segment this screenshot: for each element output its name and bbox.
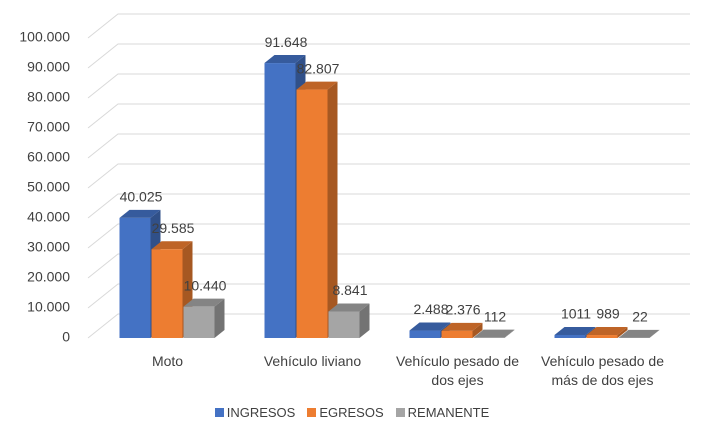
y-tick-label: 80.000 <box>27 89 70 105</box>
bar-top <box>473 329 515 338</box>
y-tick-label: 30.000 <box>27 239 70 255</box>
bar-side <box>472 322 483 338</box>
x-tick-label: Vehículo pesado de dos ejes <box>396 353 519 388</box>
legend-item: REMANENTE <box>395 405 490 420</box>
legend-swatch <box>214 408 224 417</box>
value-label: 112 <box>484 308 507 324</box>
bar-top <box>151 241 193 250</box>
value-label: 29.585 <box>152 220 195 236</box>
value-label: 91.648 <box>265 34 308 50</box>
bar <box>586 335 618 338</box>
x-tick-label: Vehículo liviano <box>263 353 362 369</box>
bar-top <box>328 303 370 312</box>
bar-side <box>649 329 660 338</box>
bar-side <box>359 303 370 338</box>
bar-side <box>327 81 338 338</box>
value-label: 22 <box>632 309 648 325</box>
bar-side <box>617 327 628 338</box>
bar <box>296 89 328 338</box>
legend-swatch <box>307 408 317 417</box>
bar <box>441 330 473 338</box>
grid-line <box>87 223 690 249</box>
bar <box>409 330 441 338</box>
bar-top <box>618 329 660 338</box>
bar-top <box>264 55 306 64</box>
legend-label: INGRESOS <box>226 405 296 420</box>
bar-top <box>183 298 225 307</box>
bar-side <box>214 298 225 338</box>
y-tick-label: 20.000 <box>27 269 70 285</box>
bar-top <box>119 209 161 218</box>
y-tick-label: 10.000 <box>27 299 70 315</box>
grid-line <box>87 133 690 159</box>
bar-top <box>296 81 338 90</box>
bar-top <box>554 326 596 335</box>
value-label: 40.025 <box>120 189 163 205</box>
y-tick-label: 90.000 <box>27 59 70 75</box>
bar-top <box>441 322 483 331</box>
value-label: 82.807 <box>297 60 340 76</box>
grid-line <box>87 73 690 99</box>
y-tick-label: 0 <box>62 329 70 345</box>
y-tick-label: 40.000 <box>27 209 70 225</box>
x-tick-label: Vehículo pesado de más de dos ejes <box>541 353 664 388</box>
bar <box>328 311 360 338</box>
y-tick-label: 60.000 <box>27 149 70 165</box>
y-tick-label: 70.000 <box>27 119 70 135</box>
legend-label: EGRESOS <box>319 405 384 420</box>
bar-side <box>504 329 515 338</box>
legend-item: INGRESOS <box>214 405 296 420</box>
value-label: 2.488 <box>413 301 448 317</box>
grid-line <box>87 193 690 219</box>
grid-line <box>87 163 690 189</box>
grid-line <box>87 253 690 279</box>
value-label: 989 <box>596 306 620 322</box>
bar <box>554 334 586 338</box>
grid-line <box>87 103 690 129</box>
legend: INGRESOS EGRESOS REMANENTE <box>0 405 704 420</box>
value-label: 2.376 <box>445 302 480 318</box>
bar <box>119 217 151 338</box>
grid-line <box>87 313 690 339</box>
bar <box>264 63 296 338</box>
bar-top <box>586 327 628 336</box>
value-label: 1011 <box>561 306 591 322</box>
legend-item: EGRESOS <box>307 405 384 420</box>
grid-line <box>87 13 690 39</box>
grid-line <box>87 283 690 309</box>
legend-swatch <box>395 408 405 417</box>
legend-label: REMANENTE <box>407 405 490 420</box>
bar <box>151 249 183 338</box>
grid-line <box>87 43 690 69</box>
bar <box>183 306 215 338</box>
value-label: 10.440 <box>184 277 227 293</box>
y-tick-label: 100.000 <box>19 29 70 45</box>
value-label: 8.841 <box>332 282 367 298</box>
x-tick-label: Moto <box>151 353 184 369</box>
bar-top <box>409 322 451 331</box>
y-tick-label: 50.000 <box>27 179 70 195</box>
